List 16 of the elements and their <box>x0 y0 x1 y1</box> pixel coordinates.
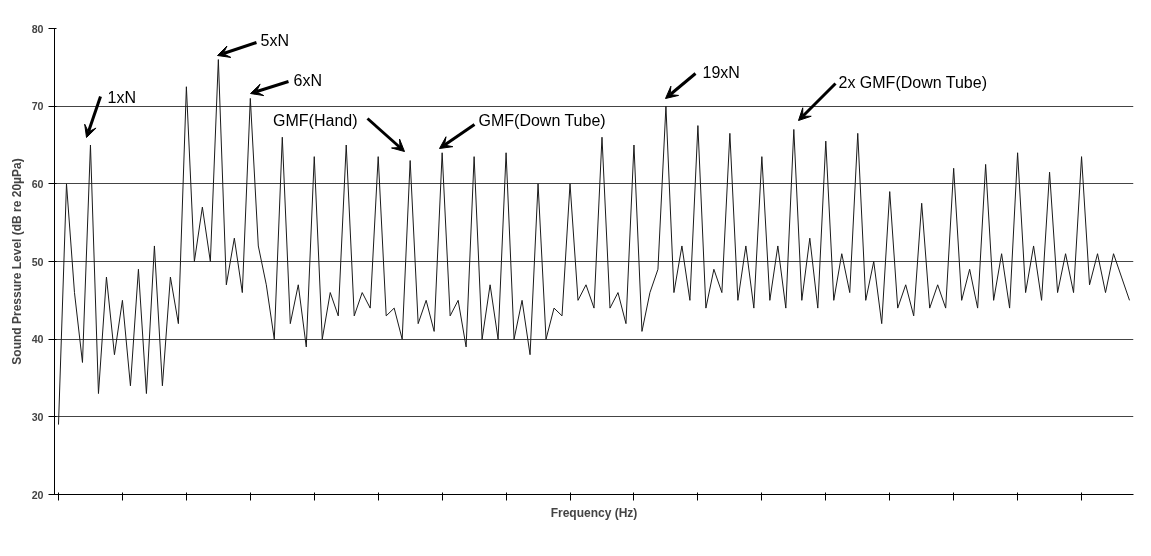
annotation: GMF(Hand) <box>273 112 358 129</box>
annotation: 19xN <box>702 64 740 81</box>
annotation: GMF(Down Tube) <box>478 112 606 129</box>
y-tick-label: 30 <box>31 410 44 423</box>
y-tick-label: 60 <box>31 177 44 190</box>
annotation: 1xN <box>107 89 136 106</box>
y-tick-label: 70 <box>31 100 44 113</box>
y-tick-label: 50 <box>31 255 44 268</box>
annotation: 5xN <box>260 32 289 49</box>
y-tick-label: 20 <box>31 488 44 501</box>
y-tick-label: 80 <box>31 22 44 35</box>
x-axis-title: Frequency (Hz) <box>550 505 638 520</box>
annotation: 2x GMF(Down Tube) <box>838 74 987 91</box>
y-tick-label: 40 <box>31 333 44 346</box>
y-axis-title: Sound Pressure Level (dB re 20µPa) <box>9 158 24 365</box>
annotation: 6xN <box>293 72 322 89</box>
